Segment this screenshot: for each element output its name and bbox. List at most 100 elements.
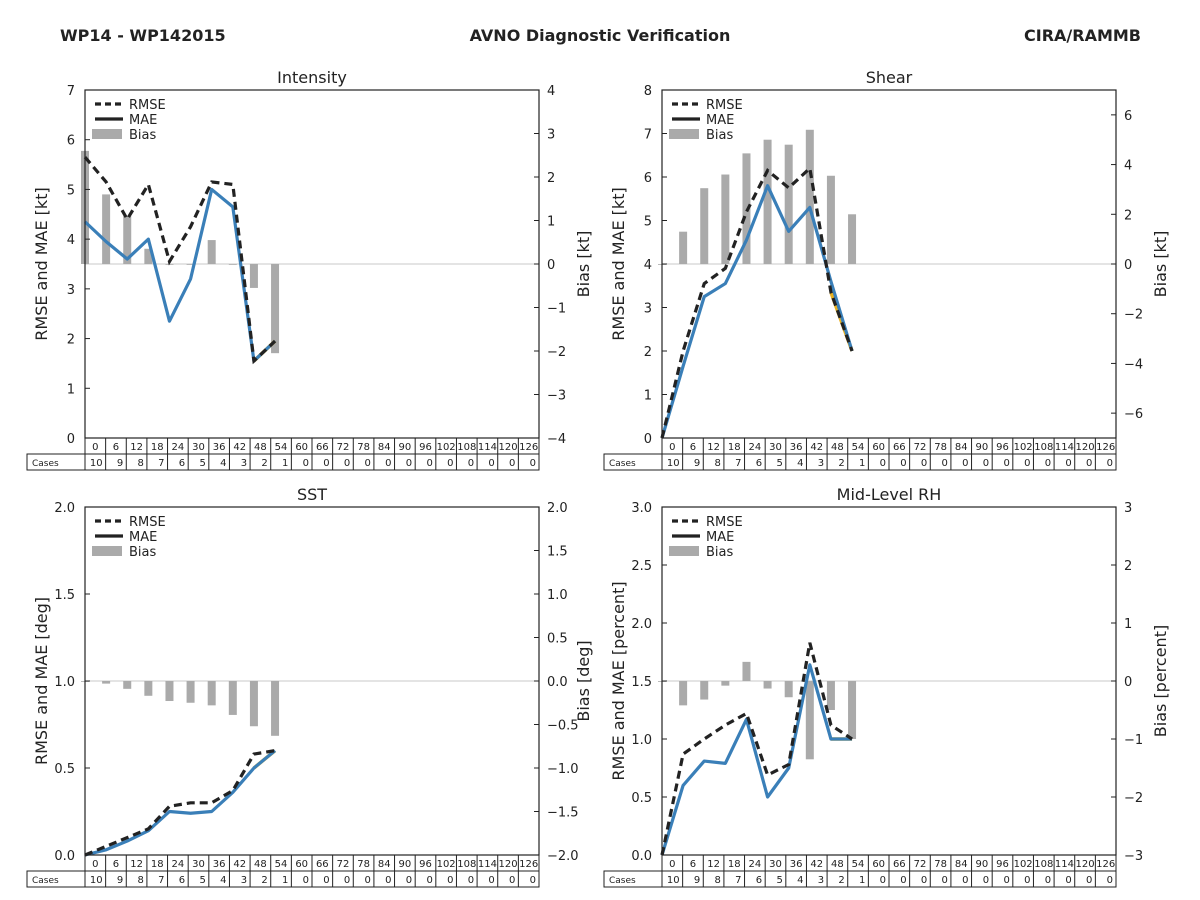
forecast-hour-cell: 126 [1096, 859, 1115, 870]
forecast-hour-cell: 18 [151, 859, 164, 870]
case-count-cell: 0 [1003, 458, 1009, 469]
case-count-cell: 0 [900, 875, 906, 886]
forecast-hour-cell: 30 [769, 859, 782, 870]
left-tick-label: 1.5 [631, 675, 652, 690]
forecast-hour-cell: 48 [254, 859, 267, 870]
forecast-hour-cell: 90 [975, 859, 988, 870]
forecast-hour-cell: 30 [769, 442, 782, 453]
forecast-hour-cell: 84 [378, 442, 391, 453]
right-tick-label: −4 [547, 432, 566, 447]
bias-bar [249, 681, 258, 727]
forecast-hour-cell: 78 [934, 442, 947, 453]
legend-bias-swatch [669, 546, 699, 556]
case-count-cell: 2 [261, 458, 267, 469]
case-count-cell: 5 [199, 458, 205, 469]
case-count-cell: 9 [694, 875, 700, 886]
case-count-cell: 0 [530, 875, 536, 886]
forecast-hour-cell: 60 [295, 442, 308, 453]
case-count-cell: 0 [1107, 458, 1113, 469]
cases-row-label: Cases [609, 459, 636, 469]
case-count-cell: 0 [921, 875, 927, 886]
legend-bias-label: Bias [706, 128, 733, 143]
chart-panel-3: SST 0.0 0.5 1.0 1.5 2.0 −2.0 −1.5 −1.0 −0.5 0.0 0.5… [26, 485, 593, 888]
bias-bar [826, 175, 835, 264]
case-count-cell: 8 [138, 458, 144, 469]
y-axis-label: RMSE and MAE [percent] [609, 581, 628, 780]
case-count-cell: 2 [838, 875, 844, 886]
y2-axis-label: Bias [deg] [574, 640, 593, 721]
mae-line [83, 187, 277, 363]
case-count-cell: 0 [385, 458, 391, 469]
left-tick-label: 7 [67, 84, 75, 99]
case-count-cell: 0 [1107, 875, 1113, 886]
rmse-line [660, 642, 853, 856]
forecast-hour-cell: 48 [831, 442, 844, 453]
chart-panel-4: Mid-Level RH 0.0 0.5 1.0 1.5 2.0 2.5 3.0 −3 −2 −1 0… [603, 485, 1170, 888]
mae-line [84, 749, 277, 857]
right-tick-label: 0 [1124, 675, 1132, 690]
case-count-cell: 0 [1086, 875, 1092, 886]
case-count-cell: 7 [158, 458, 164, 469]
forecast-hour-cell: 42 [233, 859, 246, 870]
forecast-hour-cell: 36 [213, 442, 226, 453]
forecast-hour-cell: 126 [1096, 442, 1115, 453]
y-axis-label: RMSE and MAE [kt] [32, 187, 51, 340]
y2-axis-label: Bias [kt] [574, 231, 593, 298]
forecast-hour-cell: 42 [810, 442, 823, 453]
left-tick-label: 0.0 [54, 849, 75, 864]
case-count-cell: 10 [90, 458, 103, 469]
case-count-cell: 0 [406, 458, 412, 469]
case-count-cell: 3 [818, 875, 824, 886]
legend-bias-label: Bias [129, 128, 156, 143]
case-count-cell: 0 [942, 875, 948, 886]
y-axis-label: RMSE and MAE [kt] [609, 187, 628, 340]
case-count-cell: 0 [921, 458, 927, 469]
forecast-hour-cell: 36 [790, 442, 803, 453]
left-tick-label: 6 [644, 171, 652, 186]
forecast-hour-cell: 114 [1055, 859, 1074, 870]
case-count-cell: 0 [323, 875, 329, 886]
case-count-cell: 2 [261, 875, 267, 886]
case-count-cell: 2 [838, 458, 844, 469]
forecast-hour-cell: 60 [872, 859, 885, 870]
forecast-hour-cell: 18 [728, 859, 741, 870]
forecast-hour-cell: 30 [192, 859, 205, 870]
case-count-cell: 0 [426, 458, 432, 469]
case-count-cell: 8 [715, 458, 721, 469]
left-tick-label: 4 [644, 258, 652, 273]
forecast-hour-cell: 90 [398, 859, 411, 870]
case-count-cell: 9 [117, 458, 123, 469]
bias-bar [826, 681, 835, 710]
legend-mae-label: MAE [706, 113, 734, 128]
forecast-hour-cell: 108 [1034, 442, 1053, 453]
bias-bar [700, 681, 709, 700]
case-count-cell: 0 [468, 875, 474, 886]
legend-bias-label: Bias [129, 545, 156, 560]
case-count-cell: 0 [406, 875, 412, 886]
forecast-hour-cell: 114 [478, 442, 497, 453]
case-count-cell: 1 [859, 875, 865, 886]
legend-rmse-label: RMSE [129, 515, 166, 530]
case-count-cell: 0 [983, 458, 989, 469]
case-count-cell: 9 [117, 875, 123, 886]
right-tick-label: −1 [547, 302, 566, 317]
forecast-hour-cell: 54 [275, 859, 288, 870]
forecast-hour-cell: 24 [748, 859, 761, 870]
forecast-hour-cell: 102 [1014, 859, 1033, 870]
right-tick-label: 3 [547, 128, 555, 143]
forecast-hour-cell: 12 [707, 859, 720, 870]
right-tick-label: 1.0 [547, 588, 568, 603]
rmse-line [84, 749, 276, 857]
forecast-hour-cell: 48 [254, 442, 267, 453]
legend-rmse-label: RMSE [706, 98, 743, 113]
legend-mae-label: MAE [129, 530, 157, 545]
case-count-cell: 0 [1065, 875, 1071, 886]
case-count-cell: 6 [756, 458, 762, 469]
case-count-cell: 4 [797, 458, 803, 469]
forecast-hour-cell: 12 [707, 442, 720, 453]
left-tick-label: 2.5 [631, 559, 652, 574]
right-tick-label: −2 [547, 345, 566, 360]
left-tick-label: 1.0 [54, 675, 75, 690]
forecast-hour-cell: 72 [337, 442, 350, 453]
